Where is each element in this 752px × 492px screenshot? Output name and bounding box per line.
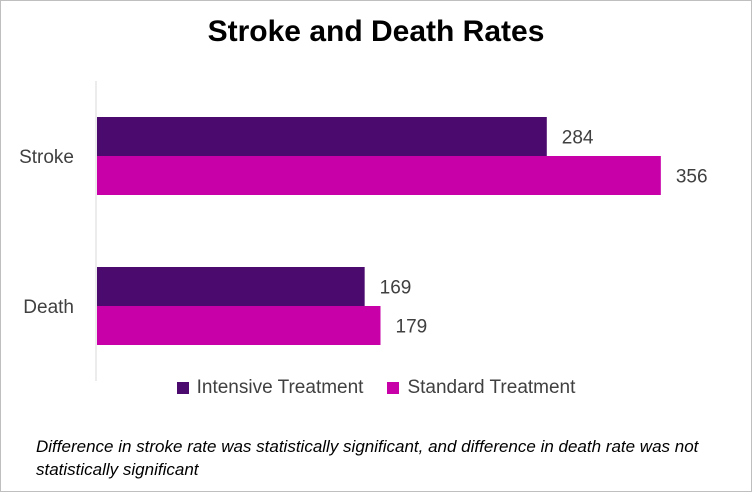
legend-item-standard: Standard Treatment (387, 377, 575, 399)
bar-stroke-standard (97, 156, 661, 195)
legend-item-intensive: Intensive Treatment (176, 377, 364, 399)
legend-label: Standard Treatment (407, 377, 576, 398)
bar-stroke-intensive (97, 117, 547, 156)
legend-label: Intensive Treatment (196, 377, 364, 398)
chart-title: Stroke and Death Rates (207, 15, 545, 48)
bar-death-standard (97, 306, 381, 345)
legend-swatch (176, 382, 189, 394)
data-label-stroke-intensive: 284 (562, 128, 594, 149)
legend: Intensive Treatment Standard Treatment (1, 377, 751, 399)
category-label-stroke: Stroke (19, 147, 74, 168)
bar-death-intensive (97, 267, 365, 306)
data-label-stroke-standard: 356 (676, 167, 708, 188)
data-label-death-intensive: 169 (380, 278, 412, 299)
footnote: Difference in stroke rate was statistica… (36, 437, 699, 479)
legend-swatch (387, 382, 400, 394)
data-label-death-standard: 179 (396, 317, 428, 338)
category-label-death: Death (23, 297, 74, 318)
